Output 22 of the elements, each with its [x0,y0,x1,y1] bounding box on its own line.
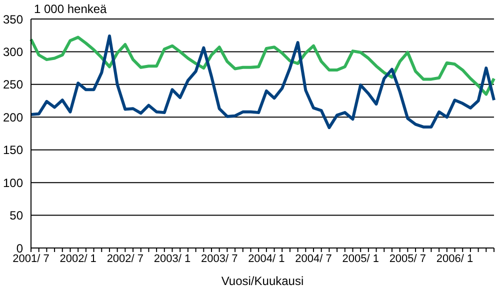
y-tick-label: 250 [2,78,24,92]
x-axis-title: Vuosi/Kuukausi [221,274,304,288]
y-tick-label: 150 [2,143,24,158]
line-series [30,34,496,130]
line-series [30,36,496,96]
x-tick-label: 2005/ 7 [389,252,426,265]
x-tick-label: 2003/ 1 [154,252,191,265]
x-tick-label: 2004/ 1 [248,252,285,265]
x-tick-label: 2006/ 1 [436,252,474,265]
y-axis-title: 1 000 henkeä [34,2,107,16]
x-tick-label: 2002/ 7 [106,252,144,265]
y-tick-label: 200 [2,110,24,124]
x-tick-label: 2005/ 1 [342,252,379,265]
y-tick-label: 0 [16,241,24,256]
x-tick-label: 2002/ 1 [60,252,96,265]
y-tick-label: 100 [2,176,24,190]
x-tick-label: 2004/ 7 [295,252,332,265]
y-tick-label: 50 [10,208,24,223]
x-tick-label: 2003/ 7 [200,252,238,265]
x-tick-label: 2001/ 7 [12,252,50,265]
y-tick-label: 350 [2,12,24,26]
y-tick-label: 300 [2,44,24,59]
